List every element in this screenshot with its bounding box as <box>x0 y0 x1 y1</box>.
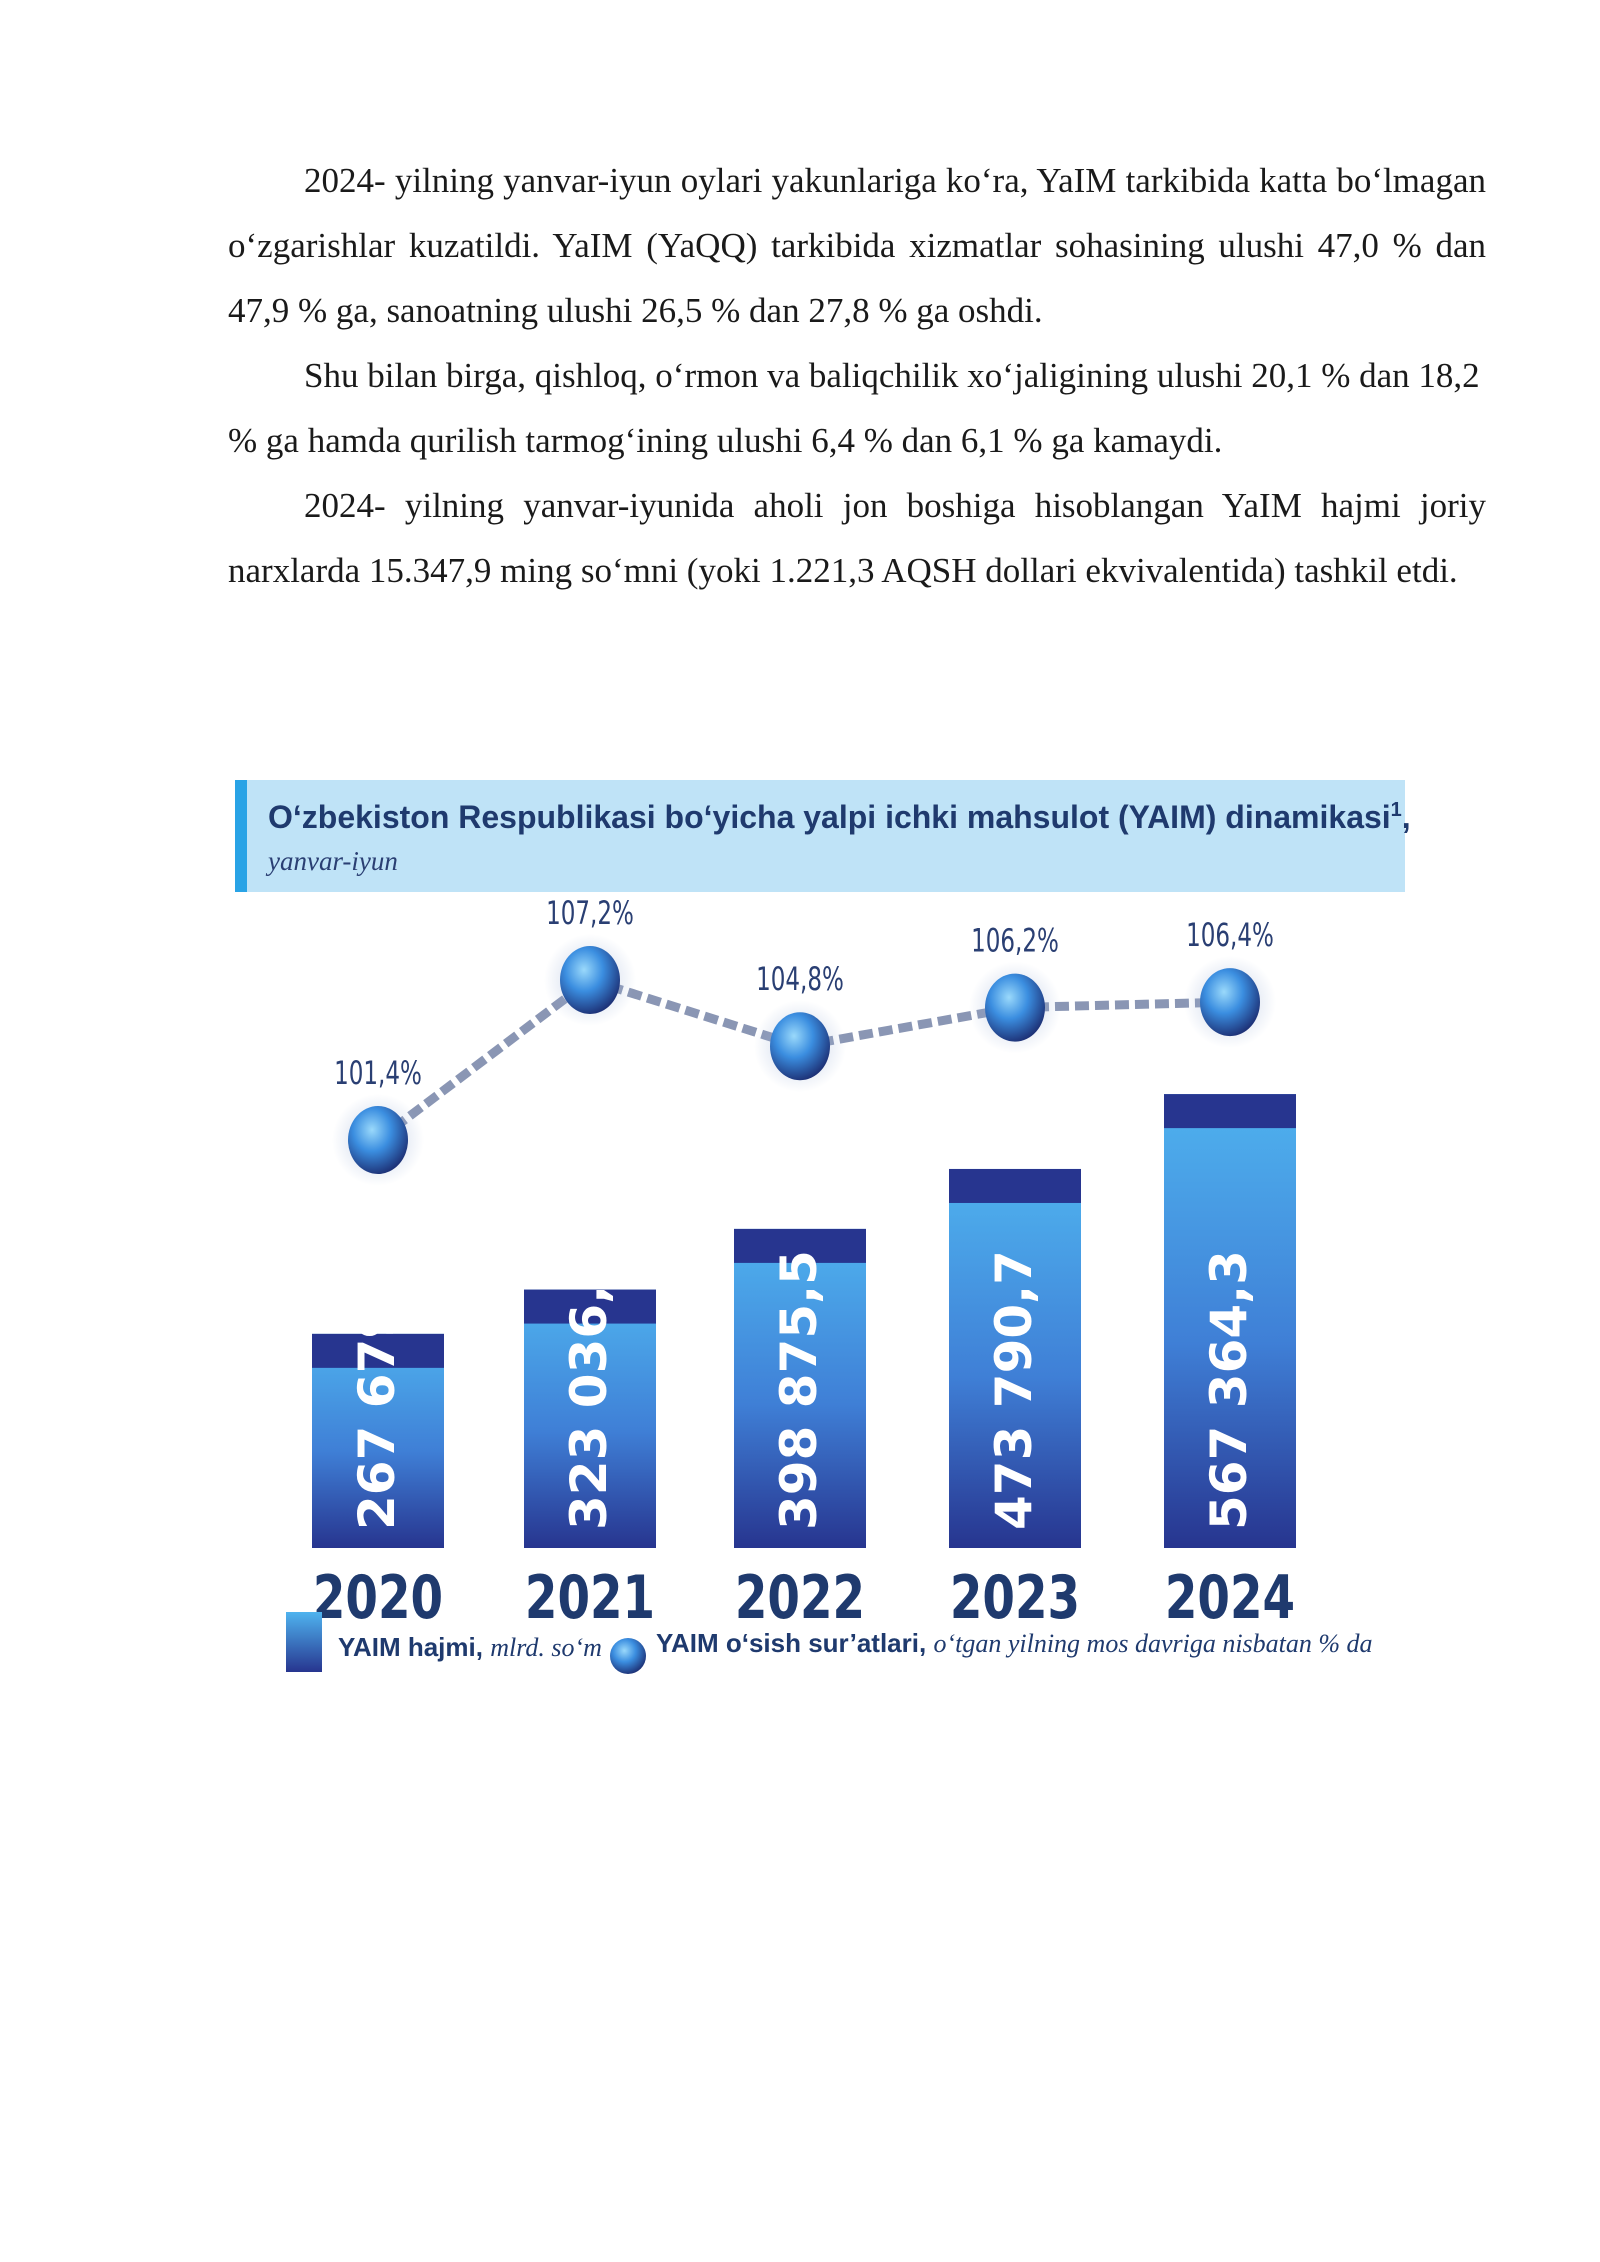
legend-volume-label: YAIM hajmi, mlrd. so‘m <box>338 1632 602 1662</box>
bar-value-label: 267 679,7 <box>348 1250 406 1530</box>
document-text: 2024- yilning yanvar-iyun oylari yakunla… <box>228 148 1486 603</box>
bar-value-label: 473 790,7 <box>985 1250 1043 1530</box>
bar-value-label: 323 036,6 <box>560 1250 618 1530</box>
bar-value-label: 398 875,5 <box>770 1250 828 1530</box>
paragraph-gdp-structure-growth: 2024- yilning yanvar-iyun oylari yakunla… <box>228 161 1486 330</box>
year-label: 2022 <box>735 1562 865 1632</box>
growth-value-label: 107,2% <box>546 894 634 932</box>
growth-marker-2020 <box>348 1106 408 1174</box>
bar-2020 <box>312 1333 444 1548</box>
growth-value-label: 106,4% <box>1186 916 1274 954</box>
growth-line-segment <box>1014 997 1231 1013</box>
bar-cap-2021 <box>524 1289 656 1324</box>
legend-bar-swatch <box>286 1612 322 1672</box>
title-band <box>235 780 1405 892</box>
bar-cap-2022 <box>734 1228 866 1263</box>
bar-layer: 267 679,7 2020 323 036,6 2021 398 875,5 2022 4… <box>312 1094 1296 1632</box>
bar-cap-2023 <box>949 1168 1081 1203</box>
year-label: 2023 <box>950 1562 1080 1632</box>
year-label: 2024 <box>1165 1562 1295 1632</box>
growth-marker-2023 <box>985 973 1045 1042</box>
gdp-chart-svg: O‘zbekiston Respublikasi bo‘yicha yalpi … <box>235 780 1411 1674</box>
year-label: 2021 <box>525 1562 655 1632</box>
chart-title: O‘zbekiston Respublikasi bo‘yicha yalpi … <box>268 799 1411 835</box>
bar-2022 <box>734 1228 866 1548</box>
growth-marker-layer: 101,4% 107,2% 104,8% 106,2% 106,4% <box>332 894 1276 1186</box>
chart-legend: YAIM hajmi, mlrd. so‘m YAIM o‘sish sur’a… <box>286 1612 1373 1674</box>
bar-2024 <box>1164 1094 1296 1548</box>
growth-value-label: 104,8% <box>756 960 844 998</box>
paragraph-gdp-structure-decline: Shu bilan birga, qishloq, o‘rmon va bali… <box>228 356 1480 460</box>
bar-2021 <box>524 1289 656 1548</box>
bar-cap-2024 <box>1164 1094 1296 1129</box>
growth-marker-2024 <box>1200 968 1260 1037</box>
gdp-chart: O‘zbekiston Respublikasi bo‘yicha yalpi … <box>230 780 1430 1710</box>
bar-2023 <box>949 1168 1081 1548</box>
paragraph-gdp-per-capita: 2024- yilning yanvar-iyunida aholi jon b… <box>228 486 1486 590</box>
year-label: 2020 <box>313 1562 443 1632</box>
bar-value-label: 567 364,3 <box>1200 1250 1258 1530</box>
legend-growth-label: YAIM o‘sish sur’atlari, o‘tgan yilning m… <box>656 1628 1373 1658</box>
growth-value-label: 101,4% <box>334 1054 422 1092</box>
bar-cap-2020 <box>312 1333 444 1368</box>
legend-growth-swatch <box>610 1638 646 1674</box>
growth-marker-2022 <box>770 1012 830 1081</box>
growth-value-label: 106,2% <box>971 922 1059 960</box>
title-accent-bar <box>235 780 247 892</box>
chart-subtitle: yanvar-iyun <box>265 846 398 876</box>
growth-marker-2021 <box>560 946 620 1014</box>
